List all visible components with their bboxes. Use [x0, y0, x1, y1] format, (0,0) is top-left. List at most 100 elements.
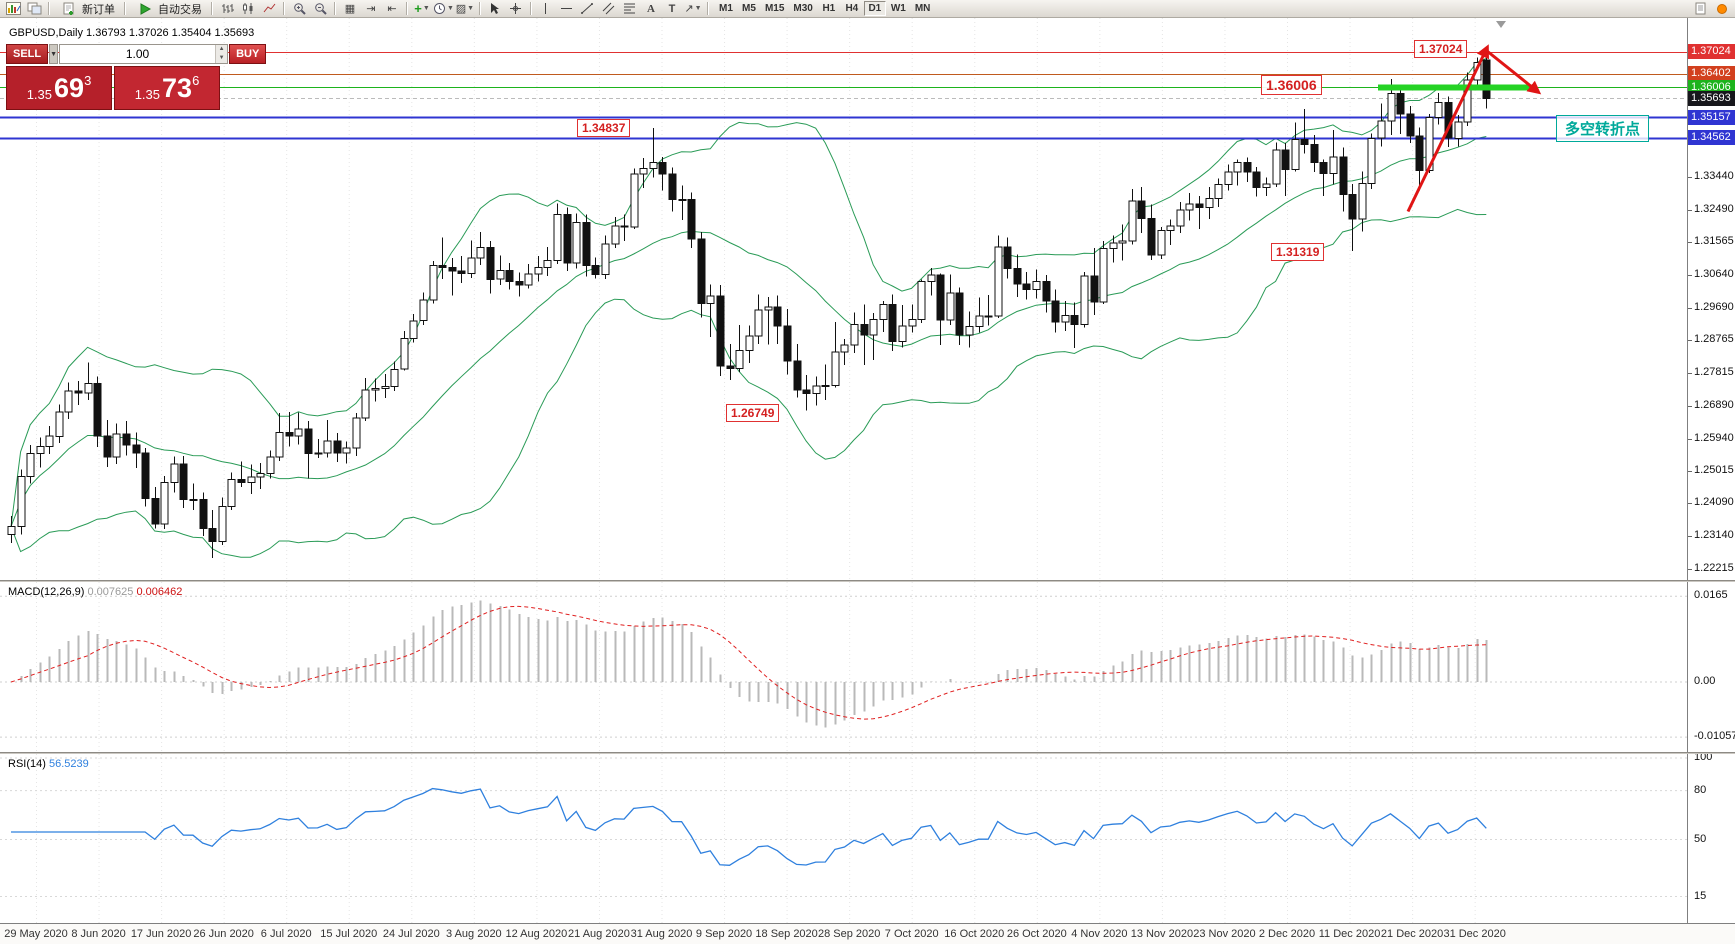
time-axis-label: 16 Oct 2020: [944, 928, 1005, 940]
channel-icon[interactable]: [599, 1, 619, 17]
time-axis-label: 31 Dec 2020: [1443, 928, 1506, 940]
macd-signal-value: 0.006462: [136, 586, 183, 598]
toolbar-separator: [124, 2, 126, 15]
zoom-in-icon[interactable]: [289, 1, 309, 17]
buy-price-button[interactable]: 1.35 73 6: [114, 66, 220, 110]
macd-name: MACD(12,26,9): [8, 586, 85, 598]
price-tick: 1.25015: [1694, 463, 1734, 476]
buy-price-big: 73: [162, 72, 193, 103]
macd-axis-value: 0.0165: [1694, 589, 1728, 602]
price-tick: 1.30640: [1694, 267, 1734, 280]
order-type-dropdown[interactable]: ▼: [49, 44, 59, 64]
sell-price-base: 1.35: [26, 87, 53, 102]
toolbar-separator: [706, 2, 709, 15]
macd-canvas[interactable]: [0, 582, 1687, 752]
auto-scroll-icon[interactable]: ⇥: [366, 3, 376, 15]
time-axis[interactable]: 29 May 2020 8 Jun 2020 17 Jun 2020 26 Jun 2…: [0, 923, 1735, 944]
price-tick: 1.23140: [1694, 529, 1734, 542]
annotation-price-label[interactable]: 1.37024: [1414, 40, 1468, 58]
sell-price-big: 69: [54, 72, 85, 103]
periods-icon[interactable]: ▼: [433, 1, 454, 17]
time-axis-label: 7 Oct 2020: [884, 928, 939, 940]
line-chart-icon[interactable]: [259, 1, 279, 17]
macd-main-value: 0.007625: [87, 586, 134, 598]
vertical-line-icon[interactable]: [536, 1, 556, 17]
horizontal-line-icon[interactable]: [557, 1, 577, 17]
timeframe-mn-button[interactable]: MN: [911, 1, 935, 16]
annotation-price-label[interactable]: 1.36006: [1261, 75, 1322, 95]
autotrading-play-icon: [135, 1, 155, 17]
panel-separator[interactable]: [0, 752, 1735, 754]
annotation-price-label[interactable]: 1.26749: [726, 404, 780, 422]
timeframe-w1-button[interactable]: W1: [887, 1, 910, 16]
price-tick: 1.25940: [1694, 431, 1734, 444]
bar-chart-icon[interactable]: [217, 1, 237, 17]
timeframe-d1-button[interactable]: D1: [863, 1, 886, 16]
chart-profiles-icon[interactable]: [24, 1, 44, 17]
timeframe-m1-button[interactable]: M1: [715, 1, 737, 16]
volume-down-button[interactable]: ▼: [216, 54, 228, 63]
timeframe-h4-button[interactable]: H4: [841, 1, 863, 16]
volume-input[interactable]: [60, 45, 216, 63]
price-tick-mark: [1688, 405, 1692, 407]
price-tick-mark: [1688, 340, 1692, 342]
timeframe-m5-button[interactable]: M5: [738, 1, 760, 16]
rsi-canvas[interactable]: [0, 754, 1687, 923]
one-click-price-row: 1.35 69 3 1.35 73 6: [6, 66, 220, 110]
cursor-icon[interactable]: [485, 1, 505, 17]
price-axis[interactable]: 1.33440 1.32490 1.31565 1.30640 1.29690 1.287…: [1687, 18, 1735, 923]
chart-ohlc-values: 1.36793 1.37026 1.35404 1.35693: [86, 27, 255, 39]
chart-window[interactable]: GBPUSD,Daily 1.36793 1.37026 1.35404 1.3…: [0, 18, 1735, 944]
panel-separator[interactable]: [0, 580, 1735, 582]
time-axis-label: 12 Aug 2020: [505, 928, 568, 940]
text-label-icon[interactable]: T: [668, 2, 676, 15]
timeframe-m15-button[interactable]: M15: [761, 1, 788, 16]
toolbar-right: [1690, 1, 1732, 17]
arrows-icon[interactable]: ↗ ▼: [684, 3, 702, 15]
toolbar-doc-icon[interactable]: [1690, 1, 1710, 17]
indicators-add-icon[interactable]: + ▼: [414, 0, 430, 16]
buy-price-sup: 6: [192, 73, 200, 88]
price-tick-mark: [1688, 274, 1692, 276]
sell-button[interactable]: SELL: [6, 44, 49, 64]
price-badge: 1.35157: [1688, 109, 1735, 125]
rsi-axis-value: 50: [1694, 832, 1707, 845]
buy-button[interactable]: BUY: [229, 44, 267, 64]
time-axis-label: 3 Aug 2020: [446, 928, 502, 940]
price-badge: 1.35693: [1688, 90, 1735, 106]
crosshair-icon[interactable]: [506, 1, 526, 17]
new-order-button[interactable]: 新订单: [54, 1, 120, 17]
autotrading-button[interactable]: 自动交易: [130, 1, 207, 17]
time-axis-label: 28 Sep 2020: [817, 928, 881, 940]
templates-icon[interactable]: ▨ ▼: [455, 3, 475, 15]
candlestick-chart-icon[interactable]: [238, 1, 258, 17]
main-chart-canvas[interactable]: [0, 18, 1687, 580]
toolbar-separator: [283, 2, 285, 15]
tile-windows-icon[interactable]: ▦: [344, 3, 356, 15]
new-chart-icon[interactable]: [3, 1, 23, 17]
status-dot-icon: [1717, 3, 1727, 14]
trendline-icon[interactable]: [578, 1, 598, 17]
volume-up-button[interactable]: ▲: [216, 45, 228, 54]
chart-shift-marker[interactable]: [1496, 21, 1506, 28]
toolbar-separator: [478, 2, 481, 15]
time-axis-label: 11 Dec 2020: [1318, 928, 1381, 940]
text-icon[interactable]: A: [646, 2, 655, 15]
toolbar-separator: [529, 2, 532, 15]
sell-price-sup: 3: [84, 73, 92, 88]
annotation-price-label[interactable]: 1.31319: [1271, 243, 1325, 261]
fibonacci-icon[interactable]: [620, 1, 640, 17]
price-tick-mark: [1688, 503, 1692, 505]
buy-price-base: 1.35: [134, 87, 161, 102]
time-axis-label: 9 Sep 2020: [695, 928, 753, 940]
sell-price-button[interactable]: 1.35 69 3: [6, 66, 112, 110]
timeframe-h1-button[interactable]: H1: [818, 1, 840, 16]
timeframe-m30-button[interactable]: M30: [789, 1, 816, 16]
price-tick: 1.27815: [1694, 366, 1734, 379]
annotation-note[interactable]: 多空转折点: [1556, 115, 1650, 142]
annotation-price-label[interactable]: 1.34837: [577, 119, 631, 137]
price-tick-mark: [1688, 242, 1692, 244]
chart-shift-icon[interactable]: ⇤: [387, 3, 397, 15]
price-tick: 1.31565: [1694, 235, 1734, 248]
zoom-out-icon[interactable]: [310, 1, 330, 17]
